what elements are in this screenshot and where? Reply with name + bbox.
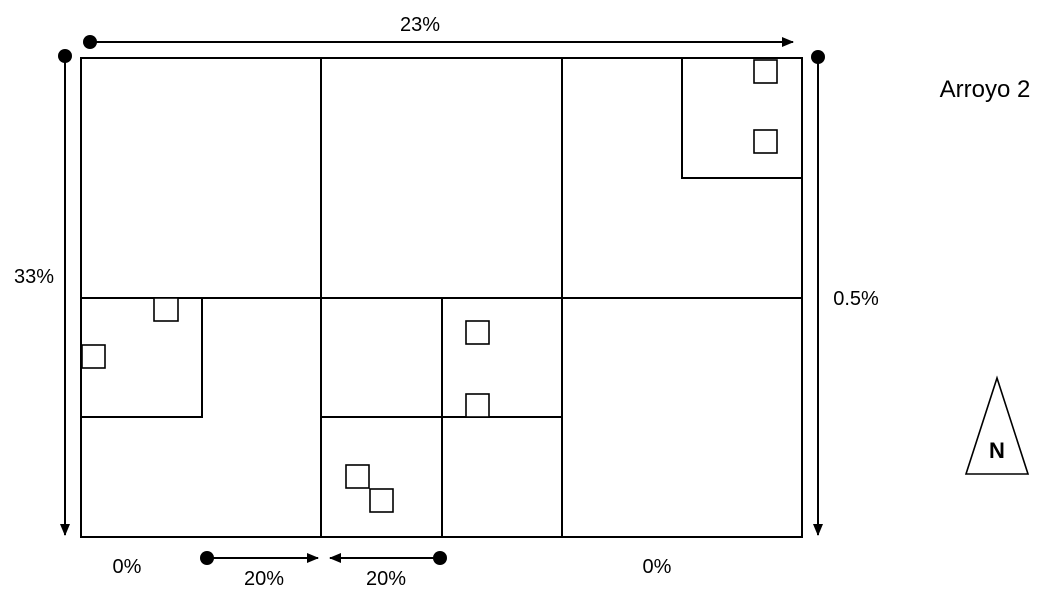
quadrat [345,464,370,489]
quadrat [753,59,778,84]
label-top-slope: 23% [400,14,440,36]
diagram-title: Arroyo 2 [940,76,1031,103]
subplot-left [80,297,203,418]
subplot-top-right [681,57,803,179]
subplot-bottom-center [320,416,443,538]
quadrat [465,320,490,345]
label-bottom-right: 0% [643,556,672,578]
north-label: N [989,438,1005,463]
subplot-center-right [441,297,563,418]
quadrat [369,488,394,513]
quadrat [153,297,179,322]
label-left-slope: 33% [14,266,54,288]
label-bottom-mid-left: 20% [244,568,284,590]
quadrat [465,393,490,418]
label-bottom-mid-right: 20% [366,568,406,590]
quadrat [81,344,106,369]
label-bottom-left: 0% [113,556,142,578]
label-right-slope: 0.5% [833,288,879,310]
quadrat [753,129,778,154]
north-arrow-icon: N [964,375,1030,475]
